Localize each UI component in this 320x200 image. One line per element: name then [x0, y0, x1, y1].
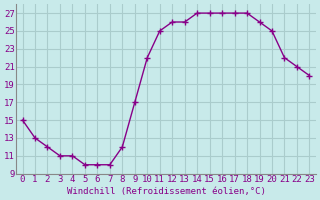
X-axis label: Windchill (Refroidissement éolien,°C): Windchill (Refroidissement éolien,°C): [67, 187, 265, 196]
